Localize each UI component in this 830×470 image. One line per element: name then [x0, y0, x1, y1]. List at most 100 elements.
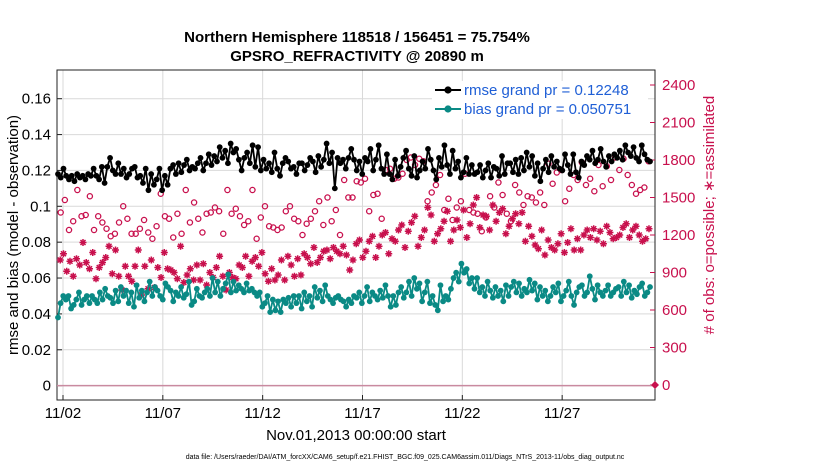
rmse-point — [641, 151, 648, 158]
bias-point — [340, 298, 347, 305]
bias-point — [374, 296, 381, 303]
bias-point — [503, 282, 509, 289]
y-tick-label: 0.1 — [30, 198, 51, 215]
bias-point — [537, 284, 543, 290]
rmse-point — [452, 165, 459, 172]
legend[interactable]: rmse grand pr = 0.12248 bias grand pr = … — [432, 81, 648, 119]
rmse-point — [545, 169, 552, 176]
x-tick-label: 11/27 — [544, 405, 580, 422]
rmse-point — [595, 156, 601, 163]
assimilated-obs-point — [606, 229, 614, 236]
footnote: data file: /Users/raeder/DAI/ATM_forcXX/… — [186, 454, 625, 461]
rmse-point — [340, 156, 346, 163]
y-axis-label: rmse and bias (model - observation) — [5, 115, 22, 355]
assimilated-obs-point — [287, 261, 295, 269]
y2-tick-label: 1200 — [662, 227, 695, 244]
rmse-point — [148, 171, 155, 177]
assimilated-obs-point — [154, 264, 162, 271]
bias-point — [544, 298, 551, 305]
assimilated-obs-point — [482, 212, 490, 220]
y-tick-label: 0.14 — [22, 127, 51, 144]
x-axis-ticks: 11/02 11/07 11/12 11/17 11/22 11/27 — [45, 395, 580, 422]
possible-obs-point — [65, 226, 73, 234]
assimilated-obs-point — [346, 266, 354, 274]
assimilated-obs-point — [547, 244, 555, 251]
bias-point — [214, 278, 221, 285]
rmse-point — [622, 142, 629, 149]
bias-point — [497, 287, 504, 294]
bias-point — [298, 305, 305, 312]
rmse-point — [518, 154, 525, 161]
y2-tick-label: 1800 — [662, 152, 695, 169]
bias-point — [571, 302, 577, 308]
assimilated-obs-point — [421, 226, 429, 234]
assimilated-obs-point — [583, 226, 591, 234]
assimilated-obs-point — [603, 222, 611, 230]
assimilated-obs-point — [391, 237, 399, 245]
assimilated-obs-point — [417, 234, 425, 241]
bias-point — [555, 280, 562, 287]
rmse-point — [534, 160, 541, 167]
rmse-point — [436, 154, 442, 161]
rmse-point — [408, 172, 415, 179]
rmse-point — [120, 165, 127, 172]
rmse-point — [589, 147, 596, 154]
bias-point — [518, 293, 525, 299]
assimilated-obs-point — [593, 236, 601, 244]
assimilated-obs-point — [567, 225, 575, 233]
rmse-point — [200, 167, 207, 174]
bias-point — [390, 293, 397, 299]
bias-point — [256, 289, 263, 296]
bias-point — [144, 289, 150, 296]
series-layer — [55, 140, 659, 389]
assimilated-obs-point — [138, 291, 146, 299]
possible-obs-series — [57, 154, 652, 242]
assimilated-obs-point — [492, 217, 500, 225]
rmse-point — [214, 158, 220, 165]
rmse-point — [433, 176, 440, 183]
bias-point — [57, 300, 64, 307]
assimilated-obs-point — [560, 249, 568, 256]
possible-obs-point — [195, 215, 202, 222]
bias-point — [565, 278, 572, 285]
bias-point — [107, 294, 114, 301]
possible-obs-point — [90, 226, 98, 234]
assimilated-obs-point — [499, 205, 507, 213]
assimilated-obs-point — [128, 277, 136, 285]
assimilated-obs-point — [326, 255, 334, 263]
assimilated-obs-point — [430, 237, 438, 245]
assimilated-obs-point — [401, 244, 409, 251]
assimilated-obs-point — [167, 266, 175, 274]
rmse-point — [619, 156, 626, 163]
rmse-point — [219, 154, 226, 161]
bias-point — [489, 294, 496, 301]
bias-point — [149, 293, 156, 299]
bias-point — [539, 293, 546, 299]
assimilated-obs-point — [242, 252, 250, 260]
bias-point — [207, 293, 213, 299]
assimilated-obs-point — [502, 230, 510, 238]
rmse-point — [246, 160, 253, 167]
bias-point — [204, 285, 211, 292]
rmse-point — [540, 165, 547, 172]
bias-point — [406, 278, 412, 285]
rmse-point — [161, 172, 168, 179]
rmse-point — [499, 153, 505, 159]
rmse-point — [600, 158, 607, 165]
possible-obs-point — [240, 221, 248, 229]
bias-point — [317, 287, 323, 294]
assimilated-obs-point — [378, 231, 386, 239]
bias-point — [269, 296, 276, 303]
bias-point — [484, 278, 491, 285]
possible-obs-point — [399, 170, 406, 177]
bias-point — [83, 293, 90, 299]
assimilated-obs-point — [489, 201, 497, 209]
rmse-point — [225, 160, 231, 167]
bias-point — [534, 296, 541, 303]
bias-point — [131, 303, 137, 310]
rmse-point — [145, 187, 152, 194]
rmse-point — [323, 140, 330, 147]
bias-point — [86, 300, 93, 307]
rmse-point — [559, 167, 566, 174]
assimilated-obs-point — [437, 225, 445, 233]
